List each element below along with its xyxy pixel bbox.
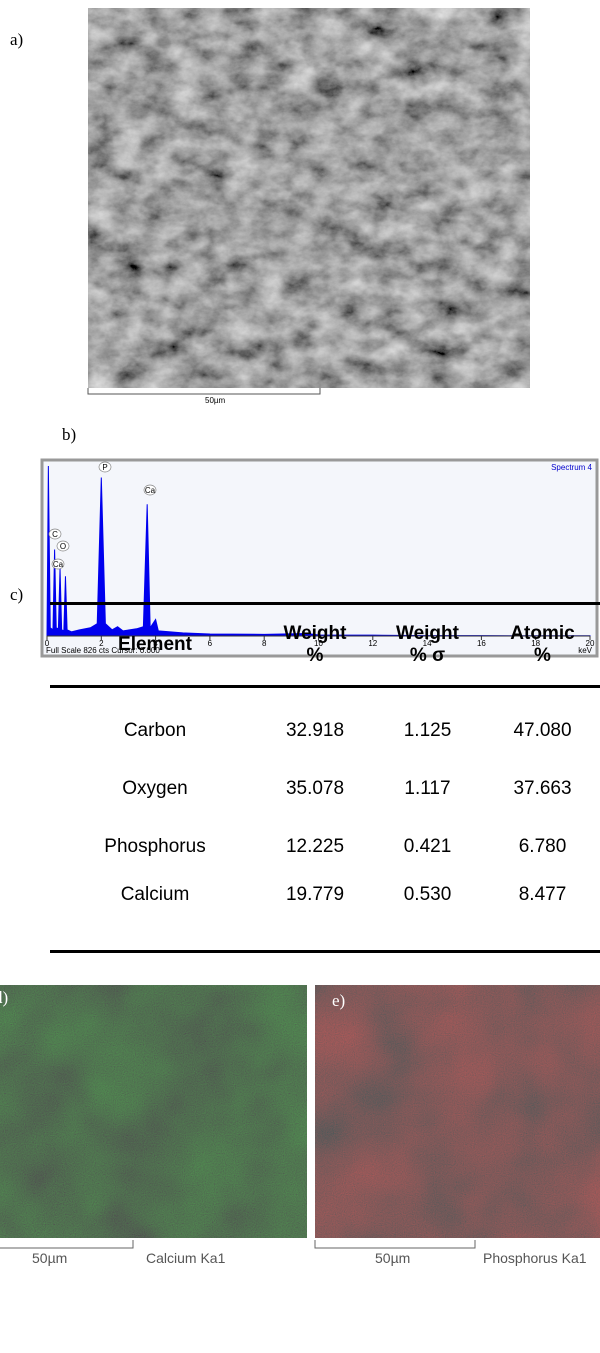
scale-bar <box>0 1240 134 1249</box>
peak-label-circle <box>56 540 70 552</box>
peak-label: Ca <box>53 560 64 569</box>
composition-table: Element Weight % Weight % σ Atomic % Carbon… <box>50 602 600 953</box>
peak-label-circle <box>48 528 62 540</box>
peak-label-circle <box>98 461 112 473</box>
table-row: Phosphorus 12.225 0.421 6.780 <box>50 818 600 876</box>
phosphorus-map <box>315 985 600 1238</box>
map-caption: Calcium Ka1 <box>146 1250 226 1266</box>
peak-label: O <box>60 542 66 551</box>
column-header: Weight % σ <box>370 602 485 688</box>
scale-bar-label: 50µm <box>205 396 226 405</box>
column-header: Element <box>50 602 260 688</box>
panel-label: b) <box>62 425 76 444</box>
table-cell: 35.078 <box>285 778 345 799</box>
calcium-map <box>0 985 307 1238</box>
table-cell: 1.117 <box>404 778 451 799</box>
table-cell: 47.080 <box>513 720 572 741</box>
table-row: Carbon 32.918 1.125 47.080 <box>50 687 600 761</box>
scale-bar-label: 50µm <box>375 1250 410 1266</box>
table-cell: 19.779 <box>260 876 370 953</box>
panel-label: c) <box>10 585 23 604</box>
table-cell: 32.918 <box>285 720 345 741</box>
table-cell: 37.663 <box>513 778 572 799</box>
table-cell: Oxygen <box>122 778 188 799</box>
peak-label-circle <box>51 558 65 570</box>
table-cell: 12.225 <box>285 836 345 857</box>
peak-label: P <box>102 463 107 472</box>
panel-label: d) <box>0 988 8 1007</box>
table-cell: 8.477 <box>485 876 600 953</box>
column-header: Atomic % <box>485 602 600 688</box>
panel-label: e) <box>332 991 345 1010</box>
table-cell: Carbon <box>123 720 187 741</box>
table-cell: 1.125 <box>403 720 452 741</box>
spectrum-title: Spectrum 4 <box>551 463 592 472</box>
table-cell: Calcium <box>50 876 260 953</box>
sem-image <box>88 8 530 388</box>
peak-label: C <box>52 530 58 539</box>
table-cell: 0.530 <box>370 876 485 953</box>
column-header: Weight % <box>260 602 370 688</box>
panel-label: a) <box>10 30 23 49</box>
table-row: Calcium 19.779 0.530 8.477 <box>50 876 600 953</box>
scale-bar <box>87 388 321 395</box>
table-cell: Phosphorus <box>104 836 206 857</box>
table-cell: 6.780 <box>518 836 567 857</box>
table-row: Oxygen 35.078 1.117 37.663 <box>50 760 600 818</box>
scale-bar-label: 50µm <box>32 1250 67 1266</box>
scale-bar <box>314 1240 476 1249</box>
table-cell: 0.421 <box>403 836 452 857</box>
map-caption: Phosphorus Ka1 <box>483 1250 587 1266</box>
peak-label: Ca <box>145 486 156 495</box>
x-tick-label: 0 <box>45 639 50 648</box>
peak-label-circle <box>143 484 157 496</box>
